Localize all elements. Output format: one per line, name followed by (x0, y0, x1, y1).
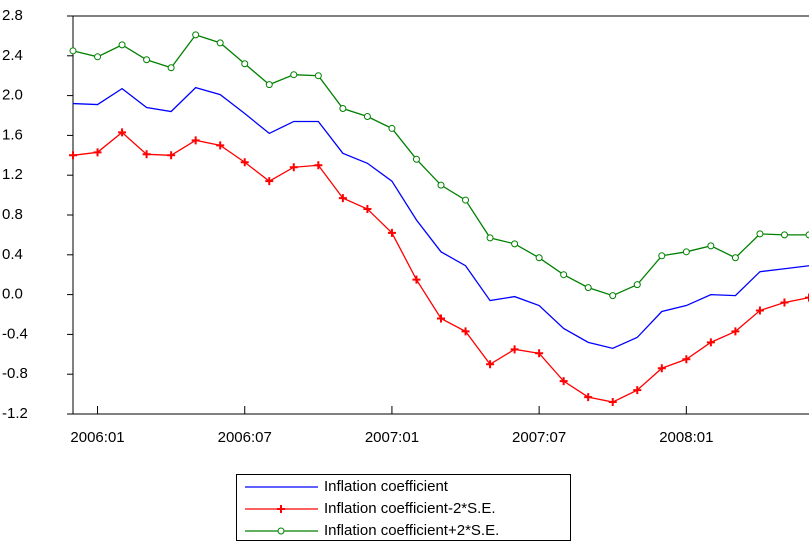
point-marker (462, 196, 470, 204)
point-marker (94, 53, 102, 61)
point-marker (339, 105, 347, 113)
y-tick-label: 2.8 (2, 7, 23, 24)
x-tick-label: 2006:01 (70, 429, 124, 446)
point-marker (437, 314, 445, 323)
point-marker (290, 71, 298, 79)
point-marker (486, 360, 495, 369)
y-tick-label: -1.2 (2, 405, 28, 422)
point-marker (560, 271, 568, 279)
point-marker (265, 81, 273, 89)
point-marker (314, 72, 322, 80)
legend-box (236, 474, 571, 541)
point-marker (633, 386, 642, 395)
point-marker (510, 345, 519, 354)
point-marker (69, 47, 77, 55)
x-tick-label: 2006:07 (218, 429, 272, 446)
point-marker (780, 231, 788, 239)
point-marker (216, 39, 224, 47)
point-marker (706, 338, 715, 347)
point-marker (314, 161, 323, 170)
x-tick-label: 2007:07 (512, 429, 566, 446)
point-marker (191, 136, 200, 145)
legend-marker (277, 527, 285, 535)
point-marker (93, 148, 102, 157)
y-tick-label: 0.8 (2, 206, 23, 223)
point-marker (216, 141, 225, 150)
point-marker (118, 41, 126, 49)
point-marker (535, 349, 544, 358)
point-marker (657, 364, 666, 373)
point-marker (805, 231, 809, 239)
point-marker (755, 306, 764, 315)
point-marker (338, 194, 347, 203)
point-marker (192, 31, 200, 39)
point-marker (559, 377, 568, 386)
point-marker (387, 228, 396, 237)
y-tick-label: 0.0 (2, 286, 23, 303)
point-marker (167, 151, 176, 160)
legend-label: Inflation coefficient-2*S.E. (324, 500, 496, 517)
point-marker (658, 252, 666, 260)
y-tick-label: 2.0 (2, 87, 23, 104)
point-marker (756, 230, 764, 238)
series-line (72, 131, 809, 403)
point-marker (535, 254, 543, 262)
y-tick-label: -0.4 (2, 325, 28, 342)
legend-label: Inflation coefficient+2*S.E. (324, 522, 499, 539)
point-marker (363, 205, 372, 214)
point-marker (461, 327, 470, 336)
point-marker (731, 254, 739, 262)
point-marker (511, 240, 519, 248)
point-marker (584, 393, 593, 402)
point-marker (486, 234, 494, 242)
point-marker (682, 248, 690, 256)
point-marker (412, 155, 420, 163)
point-marker (707, 242, 715, 250)
point-marker (731, 327, 740, 336)
point-marker (412, 275, 421, 284)
point-marker (780, 298, 789, 307)
legend-marker (277, 505, 285, 513)
x-tick-label: 2008:01 (659, 429, 713, 446)
point-marker (142, 150, 151, 159)
point-marker (265, 177, 274, 186)
point-marker (240, 158, 249, 167)
point-marker (682, 355, 691, 364)
y-tick-label: -0.8 (2, 365, 28, 382)
point-marker (805, 293, 809, 302)
x-tick-label: 2007:01 (365, 429, 419, 446)
point-marker (363, 112, 371, 120)
legend-label: Inflation coefficient (324, 478, 449, 495)
y-tick-label: 0.4 (2, 246, 23, 263)
point-marker (143, 56, 151, 64)
point-marker (609, 292, 617, 300)
point-marker (608, 398, 617, 407)
point-marker (167, 64, 175, 72)
point-marker (69, 151, 77, 160)
series-line (72, 86, 809, 350)
y-tick-label: 1.6 (2, 126, 23, 143)
point-marker (118, 128, 127, 137)
y-tick-label: 1.2 (2, 166, 23, 183)
y-tick-label: 2.4 (2, 47, 23, 64)
point-marker (584, 284, 592, 292)
point-marker (437, 181, 445, 189)
point-marker (388, 124, 396, 132)
point-marker (241, 60, 249, 68)
series-line (72, 34, 809, 297)
point-marker (633, 281, 641, 289)
point-marker (289, 163, 298, 172)
